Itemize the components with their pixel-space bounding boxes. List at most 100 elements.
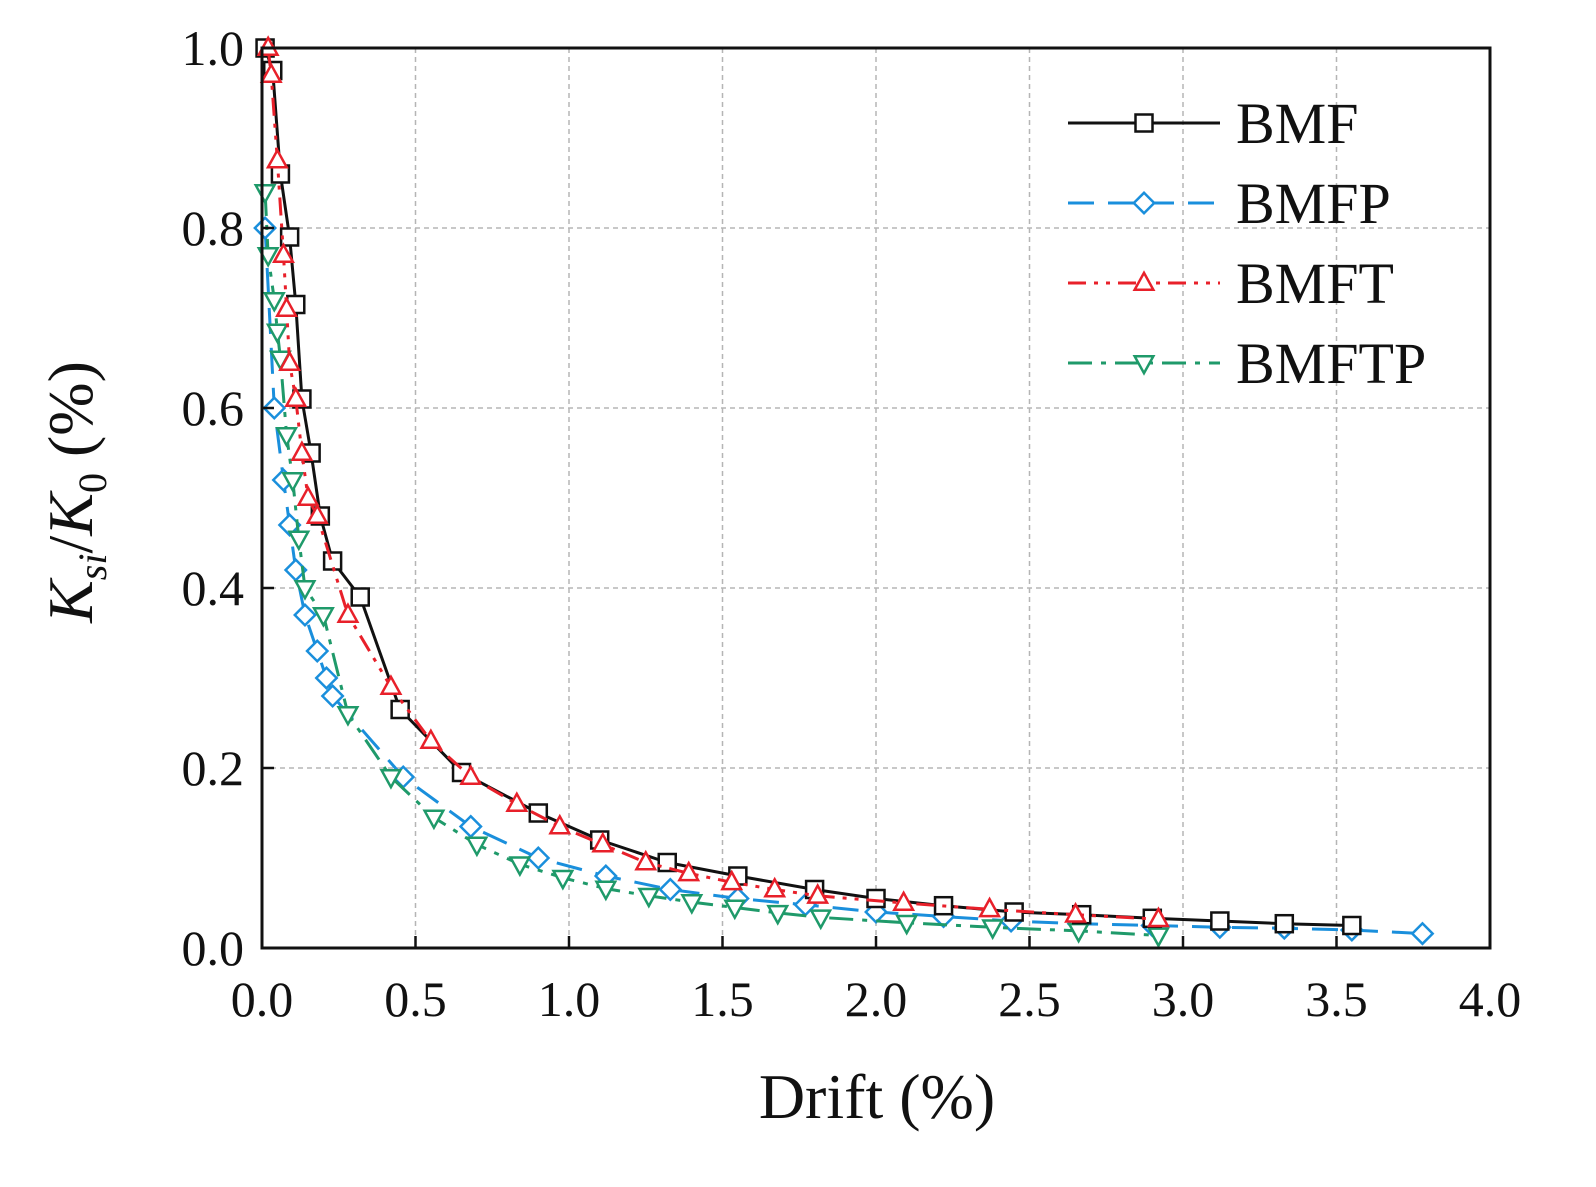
data-point-bmft <box>305 503 329 525</box>
y-label-sub-si: si <box>70 554 115 581</box>
data-point-bmft <box>806 883 830 904</box>
data-point-bmfp <box>320 684 345 708</box>
x-tick-label: 2.0 <box>845 971 908 1027</box>
data-point-bmfp <box>305 639 330 663</box>
data-point-bmftp <box>275 426 299 448</box>
data-point-bmftp <box>680 894 704 915</box>
data-point-bmft <box>272 242 295 264</box>
data-point-bmft <box>892 890 916 912</box>
data-point-bmftp <box>1146 927 1170 949</box>
data-point-bmfp <box>526 846 551 870</box>
legend-label-bmf: BMF <box>1236 91 1359 156</box>
data-point-bmfp <box>314 666 339 690</box>
y-label-k0: K <box>35 490 106 537</box>
x-tick-label: 1.0 <box>538 971 601 1027</box>
data-point-bmftp <box>311 606 335 628</box>
legend-marker-bmftp <box>1132 354 1156 376</box>
legend: BMF BMFP BMFT BMFTP <box>1068 91 1426 396</box>
data-point-bmftp <box>465 836 489 858</box>
data-point-bmftp <box>281 471 305 493</box>
data-point-bmft <box>677 860 701 882</box>
data-point-bmftp <box>723 899 747 921</box>
data-point-bmf <box>657 852 677 873</box>
data-point-bmft <box>978 896 1002 918</box>
data-point-bmft <box>296 485 320 507</box>
legend-marker-bmf <box>1134 113 1154 133</box>
data-point-bmft <box>278 350 302 372</box>
data-point-bmftp <box>253 183 277 205</box>
data-point-bmft <box>275 296 299 318</box>
data-point-bmft <box>419 728 443 750</box>
legend-item-bmftp: BMFTP <box>1068 331 1426 396</box>
axis-ticks: 0.0 0.5 1.0 1.5 2.0 2.5 3.0 3.5 4.0 0.0 0.2 0.4 0.6 0… <box>182 20 1522 1027</box>
x-tick-label: 4.0 <box>1459 971 1522 1027</box>
legend-marker-bmft <box>1132 270 1156 292</box>
y-tick-label: 0.2 <box>182 740 245 796</box>
series-bmft <box>256 35 1170 928</box>
y-tick-label: 0.0 <box>182 920 245 976</box>
data-point-bmfp <box>658 877 683 902</box>
data-point-bmftp <box>809 909 833 931</box>
data-point-bmf <box>322 551 343 571</box>
data-point-bmftp <box>336 705 360 727</box>
legend-item-bmft: BMFT <box>1068 251 1394 316</box>
y-tick-label: 0.6 <box>182 380 245 436</box>
data-point-bmft <box>763 876 787 898</box>
data-point-bmf <box>390 699 410 720</box>
data-point-bmft <box>548 813 572 835</box>
series-line-bmftp <box>263 191 1159 937</box>
legend-item-bmf: BMF <box>1068 91 1359 156</box>
y-label-slash: / <box>35 536 106 554</box>
data-point-bmftp <box>379 768 403 790</box>
data-point-bmftp <box>265 323 289 345</box>
data-point-bmft <box>290 440 314 462</box>
data-point-bmfp <box>293 603 317 627</box>
data-point-bmf <box>1342 915 1362 936</box>
data-point-bmfp <box>1410 921 1435 946</box>
x-tick-label: 3.0 <box>1152 971 1215 1027</box>
data-point-bmftp <box>637 887 661 909</box>
data-point-bmftp <box>981 919 1005 941</box>
data-point-bmft <box>259 62 283 84</box>
data-point-bmft <box>720 869 744 891</box>
data-point-bmft <box>265 147 289 169</box>
y-tick-label: 0.4 <box>182 560 245 616</box>
y-label-k: K <box>35 577 106 624</box>
data-point-bmft <box>379 674 403 696</box>
series-line-bmft <box>266 47 1159 921</box>
data-point-bmftp <box>766 904 790 926</box>
data-point-bmft <box>505 791 529 813</box>
data-point-bmft <box>1064 901 1088 923</box>
data-point-bmft <box>591 831 615 853</box>
data-point-bmf <box>1210 911 1230 931</box>
data-point-bmfp <box>262 396 287 420</box>
data-point-bmftp <box>422 809 446 831</box>
x-tick-label: 1.5 <box>691 971 754 1027</box>
grid <box>262 48 1490 948</box>
legend-item-bmfp: BMFP <box>1068 171 1391 236</box>
data-point-bmf <box>350 587 370 607</box>
legend-label-bmft: BMFT <box>1236 251 1394 316</box>
y-tick-label: 0.8 <box>182 200 245 256</box>
y-label-sub-0: 0 <box>70 473 115 493</box>
data-point-bmftp <box>551 869 575 891</box>
data-point-bmft <box>634 849 658 871</box>
y-axis-label: Ksi/K0 (%) <box>35 361 115 624</box>
data-point-bmft <box>459 764 483 786</box>
data-point-bmft <box>336 602 360 624</box>
data-point-bmftp <box>895 914 919 936</box>
x-tick-label: 3.5 <box>1305 971 1368 1027</box>
data-point-bmft <box>284 386 308 408</box>
data-point-bmft <box>1146 906 1170 928</box>
data-point-bmftp <box>594 880 618 902</box>
y-tick-label: 1.0 <box>182 20 245 76</box>
data-point-bmftp <box>508 856 532 878</box>
data-point-bmftp <box>262 291 286 313</box>
x-tick-label: 0.5 <box>384 971 447 1027</box>
legend-label-bmfp: BMFP <box>1236 171 1391 236</box>
x-axis-label: Drift (%) <box>759 1061 995 1132</box>
x-tick-label: 0.0 <box>231 971 294 1027</box>
data-point-bmf <box>866 888 886 909</box>
x-tick-label: 2.5 <box>998 971 1061 1027</box>
